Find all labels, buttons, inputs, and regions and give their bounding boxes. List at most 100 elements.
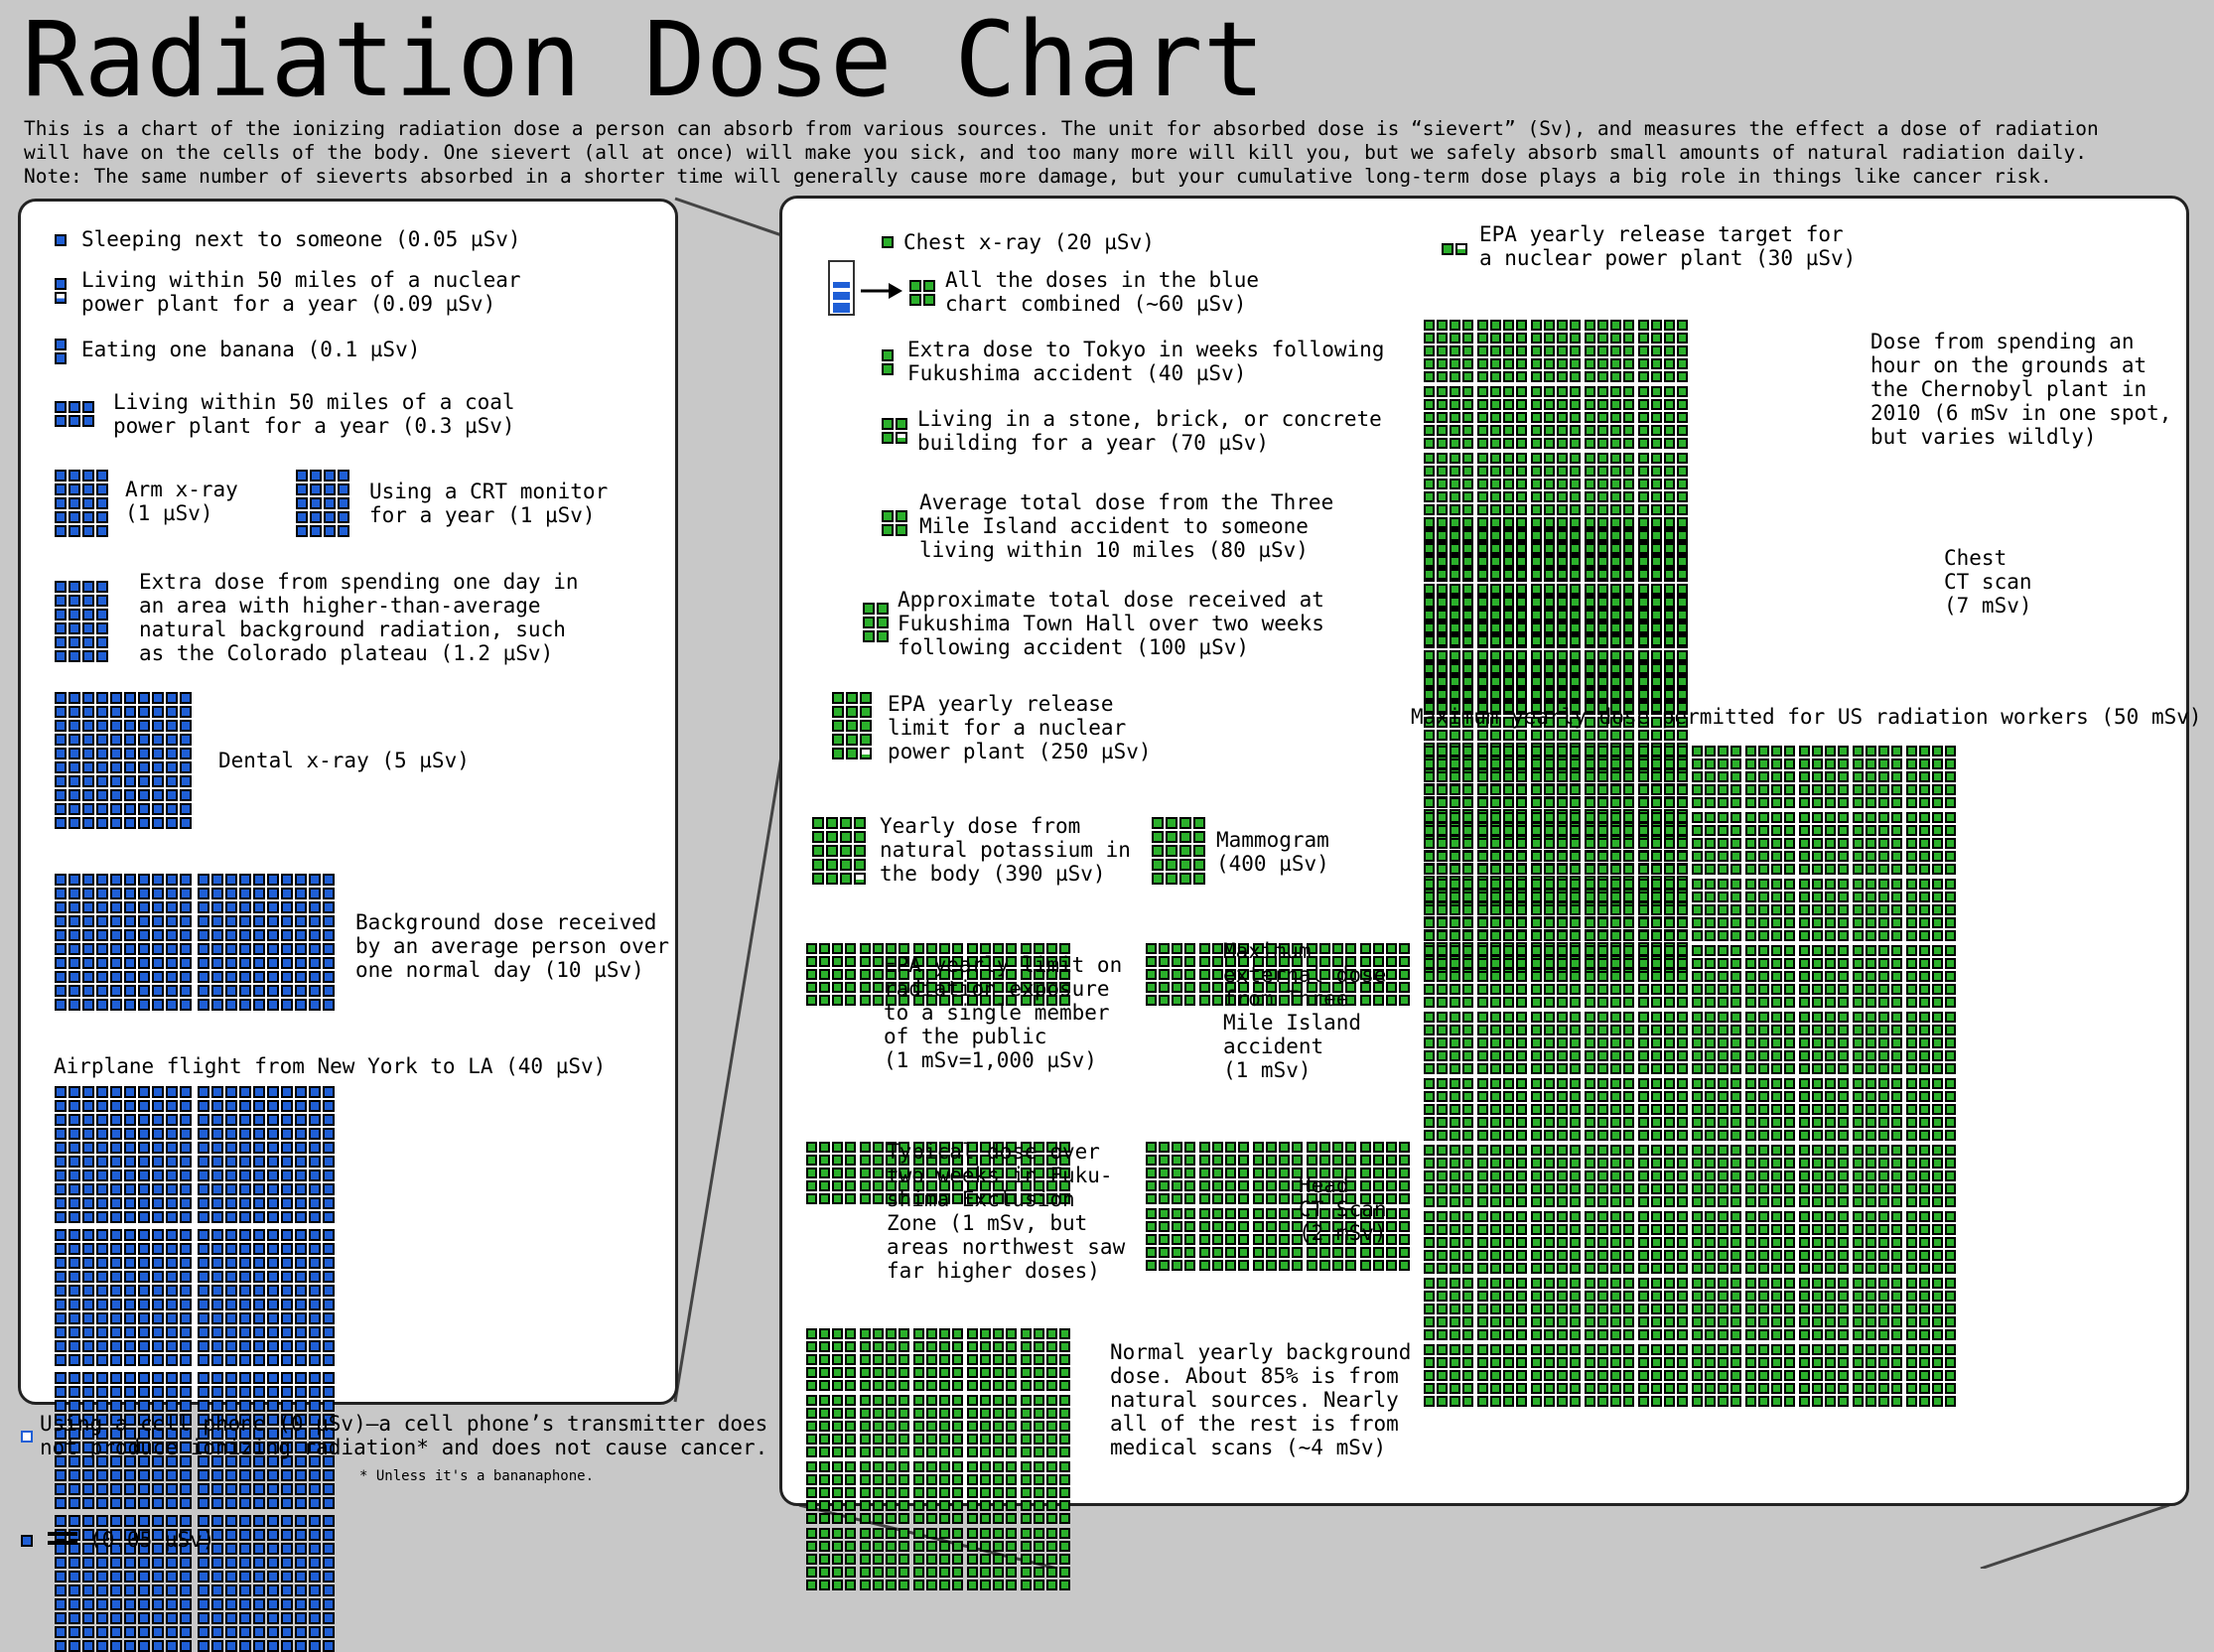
unit-square [267,929,279,941]
unit-square [1557,797,1568,808]
unit-square [1623,453,1634,464]
unit-square [1745,1012,1756,1023]
unit-square [138,1557,150,1569]
unit-square [138,1086,150,1098]
unit-square [1557,663,1568,674]
unit-square [1531,864,1542,875]
unit-square [110,1354,122,1366]
unit-square [69,1497,80,1509]
unit-square [1585,543,1595,554]
unit-square [1878,904,1889,915]
unit-square [1437,958,1448,969]
unit-square [1718,838,1729,849]
unit-square [281,1243,293,1255]
unit-square [1758,1117,1769,1128]
unit-square [1477,1063,1488,1074]
unit-square [1878,1078,1889,1089]
unit-square [899,1580,909,1590]
label-line: not produce ionizing radiation* and does… [40,1436,767,1459]
unit-square [1021,1367,1032,1378]
unit-square [1610,892,1621,902]
unit-square [110,1386,122,1398]
unit-square [1597,1130,1608,1141]
unit-square [1437,1012,1448,1023]
unit-square [1585,412,1595,423]
unit-square [96,581,108,593]
unit-square [1730,825,1741,836]
unit-square [1825,1050,1836,1061]
unit-square [1664,530,1675,541]
unit-square [82,1257,94,1269]
unit-square [1490,610,1501,620]
unit-square [1705,984,1716,995]
unit-square [1503,1158,1514,1169]
unit-square [1503,556,1514,567]
unit-square [55,497,67,509]
unit-square [877,630,889,642]
unit-square [55,985,67,997]
unit-square [211,1400,223,1412]
unit-square [1745,746,1756,757]
unit-square [1891,784,1902,795]
unit-square [1932,1130,1943,1141]
unit-square [309,971,321,983]
unit-square [1651,453,1662,464]
unit-square [1853,892,1864,902]
unit-square [55,415,67,427]
unit-square [1758,1078,1769,1089]
unit-square [1853,1117,1864,1128]
unit-square [1784,758,1795,769]
unit-square [1651,345,1662,356]
unit-square [198,1372,209,1384]
unit-square [1006,1380,1017,1391]
unit-square [1771,864,1782,875]
unit-square [967,1434,978,1445]
unit-square [1623,676,1634,687]
unit-square [1664,556,1675,567]
unit-square [1705,997,1716,1008]
unit-square [806,1487,817,1498]
unit-square [1878,825,1889,836]
unit-square [1585,466,1595,477]
unit-square [211,901,223,913]
unit-square [1006,1528,1017,1539]
unit-square [806,943,817,954]
unit-square [1424,386,1435,397]
unit-square [1503,650,1514,661]
unit-square [1799,797,1810,808]
unit-square [1034,1434,1044,1445]
unit-square [819,1180,830,1191]
unit-square [1585,851,1595,862]
unit-square [886,1461,897,1472]
unit-square [1238,1193,1249,1204]
unit-square [1544,504,1555,515]
unit-square [1477,517,1488,528]
unit-square [1623,971,1634,982]
unit-square [110,706,122,718]
unit-square [323,943,335,955]
unit-square [819,1341,830,1352]
unit-square [1462,610,1473,620]
unit-square [1557,971,1568,982]
label-line: Using a cell phone (0 µSv)—a cell phone’… [40,1412,767,1436]
unit-square [309,1515,321,1527]
unit-square [1677,1130,1688,1141]
unit-square [980,1474,991,1485]
unit-square [1570,984,1581,995]
unit-square [1021,1380,1032,1391]
unit-square [323,1529,335,1541]
unit-square [1677,663,1688,674]
unit-square [239,888,251,899]
label-banana: Eating one banana (0.1 µSv) [81,338,420,361]
unit-square [1146,956,1157,967]
page-title: Radiation Dose Chart [22,8,1265,111]
unit-square [1531,479,1542,489]
unit-square [152,1354,164,1366]
unit-square [323,1114,335,1126]
unit-square [1758,851,1769,862]
unit-square [1184,1208,1195,1219]
unit-square [1745,1063,1756,1074]
unit-square [166,706,178,718]
unit-square [1638,556,1649,567]
unit-square [1597,1063,1608,1074]
